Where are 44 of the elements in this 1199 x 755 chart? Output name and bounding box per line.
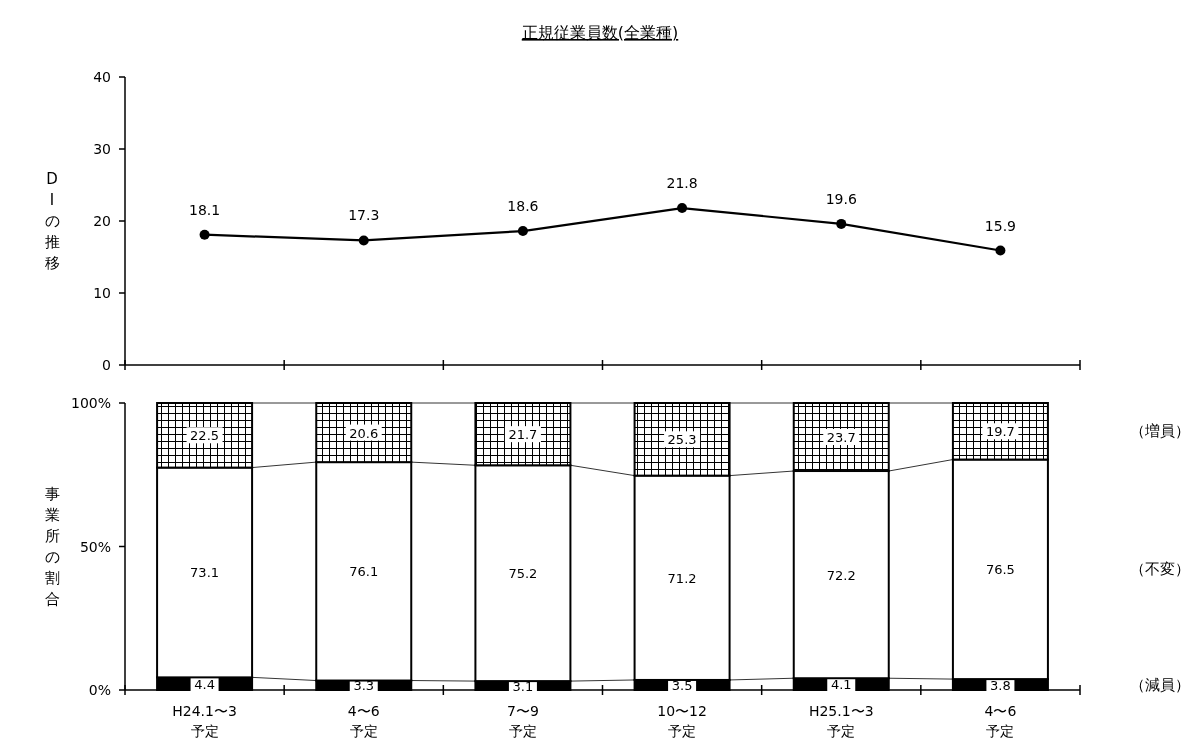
y-tick-label: 30 <box>93 141 111 157</box>
y-tick-label: 50% <box>79 538 111 555</box>
data-label: 76.5 <box>985 562 1015 578</box>
data-label: 19.6 <box>825 190 857 207</box>
data-label: 15.9 <box>984 217 1016 234</box>
data-label: 4.1 <box>830 677 852 693</box>
data-label: 73.1 <box>190 565 220 581</box>
data-label: 21.8 <box>666 175 698 192</box>
y-tick-label: 0% <box>88 682 111 698</box>
data-label: 76.1 <box>349 564 379 580</box>
x-tick-label: 10〜12 予定 <box>657 703 707 739</box>
x-tick-label: H24.1〜3 予定 <box>172 703 237 739</box>
y-tick-label: 100% <box>70 395 111 411</box>
data-label: 17.3 <box>348 207 380 224</box>
data-label: 3.3 <box>353 678 375 694</box>
data-label: 20.6 <box>349 425 379 441</box>
data-label: 75.2 <box>508 566 538 582</box>
data-label: 21.7 <box>508 427 538 443</box>
data-label: 19.7 <box>985 424 1015 440</box>
y-tick-label: 20 <box>93 213 111 229</box>
x-tick-label: 7〜9 予定 <box>507 703 539 739</box>
y-axis-title: DIの推移 <box>44 169 60 272</box>
data-label: 3.5 <box>671 677 693 693</box>
data-label: 71.2 <box>667 570 697 586</box>
y-axis-title: 事業所の割合 <box>44 484 60 608</box>
data-label: 22.5 <box>190 428 220 444</box>
text: （不変） <box>1130 560 1190 579</box>
data-label: 3.1 <box>512 678 534 694</box>
data-label: 23.7 <box>826 430 856 446</box>
chart-title: 正規従業員数(全業種) <box>521 23 679 42</box>
x-tick-label: H25.1〜3 予定 <box>808 703 874 739</box>
data-label: 18.6 <box>507 198 539 215</box>
data-label: 18.1 <box>189 201 221 218</box>
data-label: 72.2 <box>826 567 856 583</box>
x-tick-label: 4〜6 予定 <box>984 703 1017 739</box>
data-label: 3.8 <box>990 677 1011 693</box>
y-tick-label: 10 <box>93 285 111 301</box>
text: （減員） <box>1130 675 1190 694</box>
text: （増員） <box>1130 422 1190 441</box>
y-tick-label: 0 <box>102 357 111 373</box>
x-tick-label: 4〜6 予定 <box>347 703 380 739</box>
data-label: 25.3 <box>667 432 697 448</box>
data-label: 4.4 <box>194 676 215 692</box>
y-tick-label: 40 <box>93 69 111 85</box>
